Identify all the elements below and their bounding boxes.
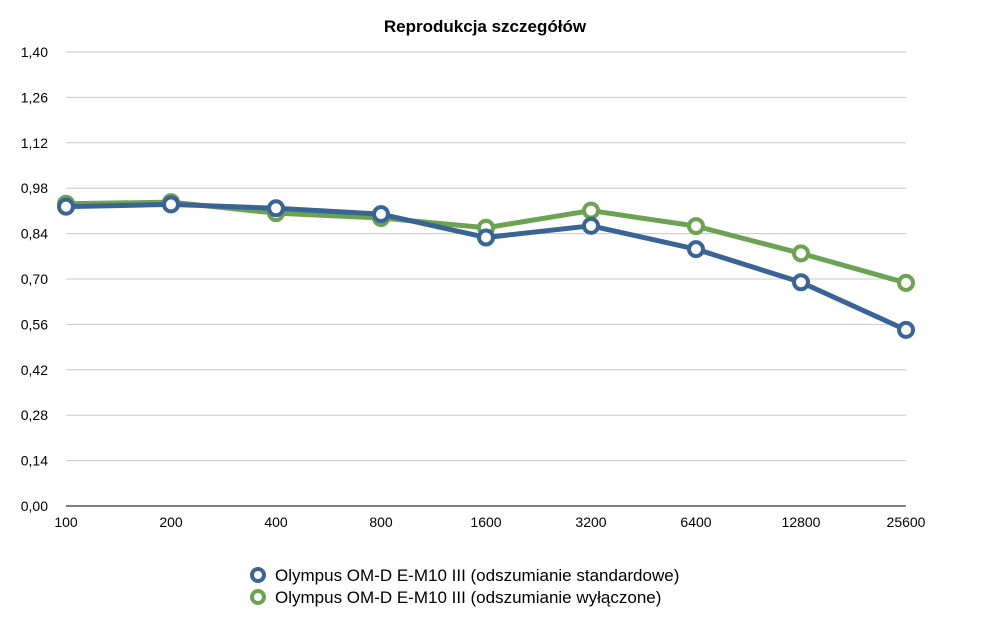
legend: Olympus OM-D E-M10 III (odszumianie stan… [250, 566, 679, 607]
series-1 [57, 195, 915, 339]
x-tick-label: 100 [54, 514, 78, 530]
legend-item: Olympus OM-D E-M10 III (odszumianie stan… [250, 566, 679, 585]
chart-title: Reprodukcja szczegółów [384, 17, 587, 36]
x-tick-label: 200 [159, 514, 183, 530]
x-tick-label: 1600 [470, 514, 501, 530]
y-tick-label: 1,26 [21, 89, 48, 105]
x-tick-label: 3200 [575, 514, 606, 530]
y-tick-label: 0,84 [21, 226, 48, 242]
y-tick-label: 0,56 [21, 316, 48, 332]
gridlines [66, 51, 906, 462]
x-tick-label: 400 [264, 514, 288, 530]
data-point [897, 273, 915, 292]
y-tick-label: 0,70 [21, 271, 48, 287]
data-point [687, 217, 705, 236]
y-tick-label: 0,28 [21, 407, 48, 423]
data-point [687, 240, 705, 259]
y-tick-label: 1,12 [21, 135, 48, 151]
series-lines [57, 193, 915, 339]
x-tick-label: 12800 [782, 514, 821, 530]
y-tick-label: 0,00 [21, 498, 48, 514]
y-tick-label: 0,42 [21, 362, 48, 378]
data-point [897, 320, 915, 339]
data-point [162, 195, 180, 214]
y-tick-label: 0,98 [21, 180, 48, 196]
legend-label: Olympus OM-D E-M10 III (odszumianie wyłą… [275, 588, 661, 607]
data-point [267, 199, 285, 218]
x-axis-ticks: 100 200 400 800 1600 3200 6400 12800 25600 [54, 514, 925, 530]
data-point [372, 205, 390, 224]
data-point [792, 244, 810, 263]
data-point [792, 273, 810, 292]
legend-marker [250, 567, 266, 583]
y-axis-ticks: 0,00 0,14 0,28 0,42 0,56 0,70 0,84 0,98 1,12 1,26… [21, 44, 48, 514]
x-tick-label: 800 [369, 514, 393, 530]
x-tick-label: 6400 [680, 514, 711, 530]
data-point [57, 197, 75, 216]
data-point [582, 201, 600, 220]
legend-marker [250, 589, 266, 605]
data-point [477, 228, 495, 247]
x-tick-label: 25600 [887, 514, 926, 530]
legend-item: Olympus OM-D E-M10 III (odszumianie wyłą… [250, 588, 661, 607]
y-tick-label: 0,14 [21, 453, 48, 469]
y-tick-label: 1,40 [21, 44, 48, 60]
legend-label: Olympus OM-D E-M10 III (odszumianie stan… [275, 566, 679, 585]
data-point [582, 216, 600, 235]
